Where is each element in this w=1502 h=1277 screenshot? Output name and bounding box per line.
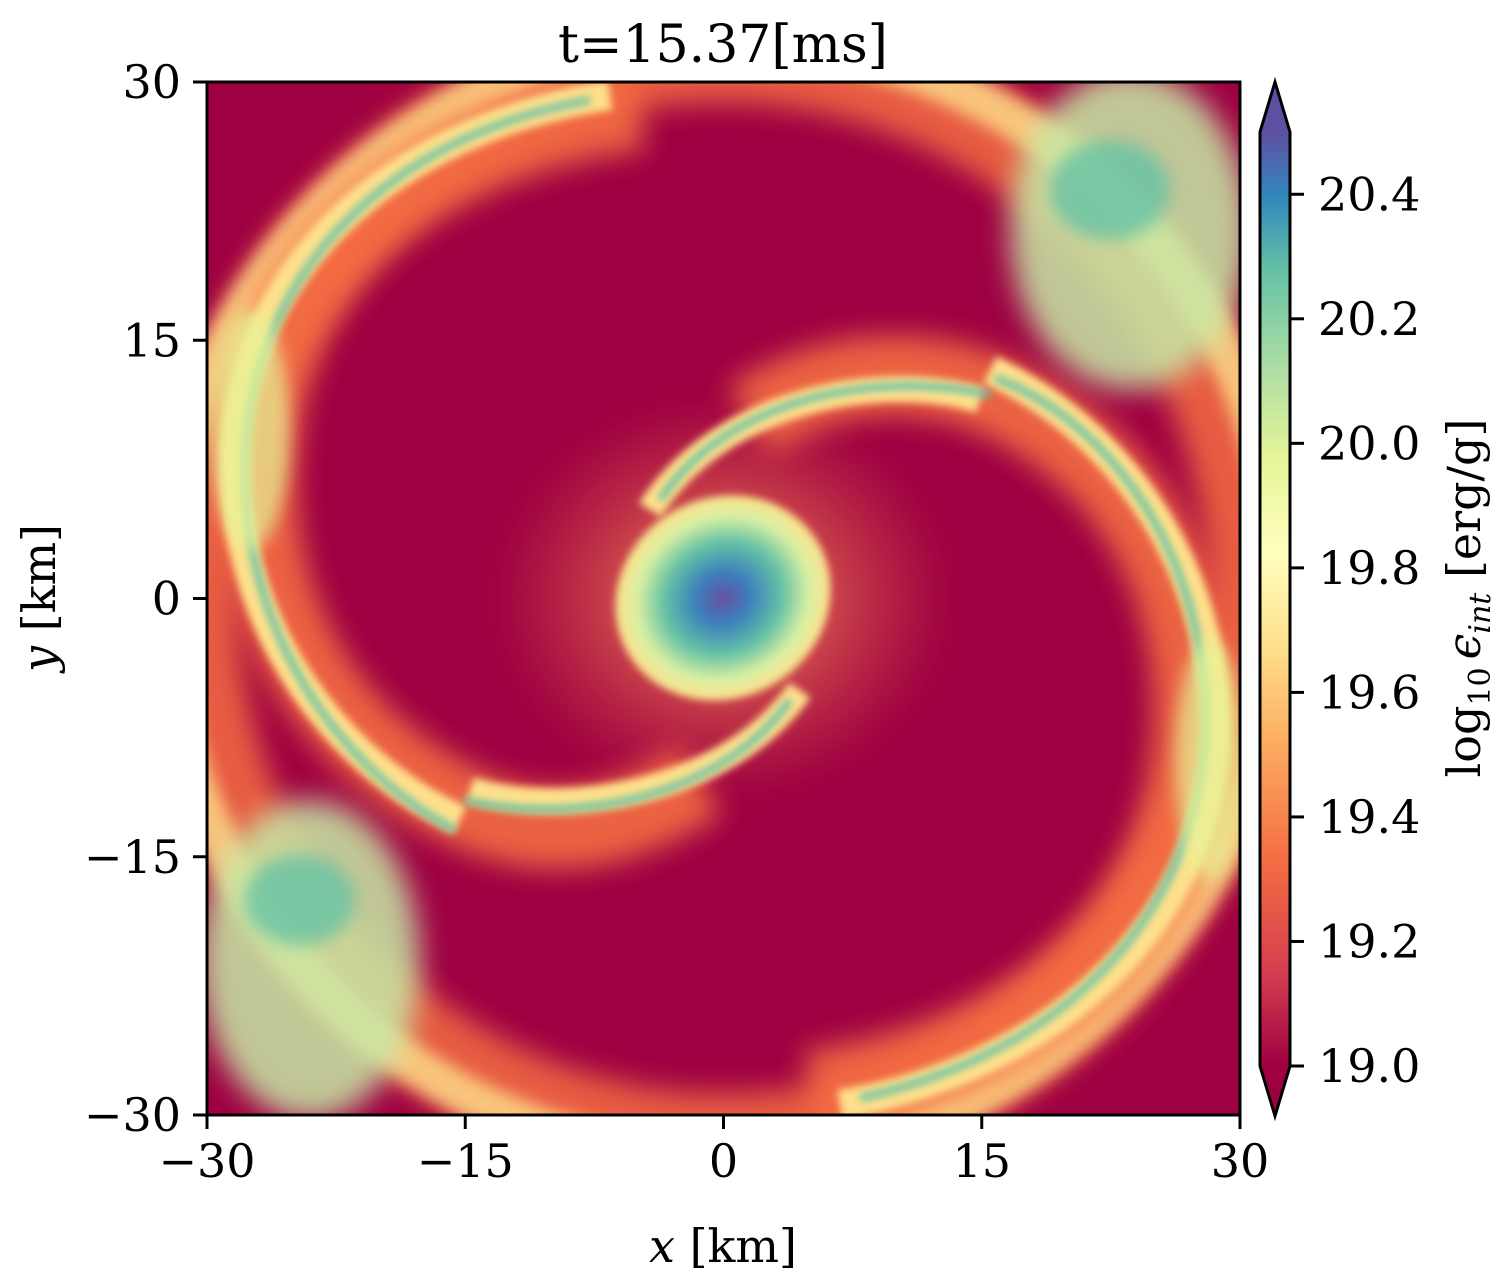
colorbar-tick-label: 20.4	[1318, 167, 1420, 221]
x-axis-var: x	[649, 1219, 675, 1273]
colorbar-extend-bottom	[1260, 1066, 1290, 1116]
colorbar-ticks: 19.0 19.2 19.4 19.6 19.8 20.0 20.2 20.4	[1290, 167, 1420, 1093]
x-axis-ticks: −30 −15 0 15 30	[158, 1115, 1269, 1188]
y-axis-ticks: −30 −15 0 15 30	[84, 55, 207, 1142]
x-axis-label: x [km]	[649, 1219, 797, 1273]
x-tick-label: −30	[158, 1134, 255, 1188]
colorbar-label: log10ϵint [erg/g]	[1437, 419, 1498, 778]
heatmap-field	[207, 82, 1240, 1115]
colorbar-tick-label: 19.6	[1318, 665, 1420, 719]
y-tick-label: 0	[152, 572, 181, 626]
colorbar-tick-label: 20.0	[1318, 416, 1420, 470]
y-tick-label: −30	[84, 1088, 181, 1142]
x-tick-label: 30	[1211, 1134, 1270, 1188]
y-axis-var: y	[12, 645, 66, 674]
x-axis-unit: [km]	[675, 1219, 797, 1273]
colorbar-gradient	[1260, 132, 1290, 1066]
y-tick-label: 15	[122, 313, 181, 367]
x-tick-label: 15	[952, 1134, 1011, 1188]
colorbar-extend-top	[1260, 82, 1290, 132]
x-tick-label: 0	[709, 1134, 738, 1188]
y-axis-unit: [km]	[12, 524, 66, 646]
colorbar-outline	[1258, 76, 1292, 1122]
y-tick-label: 30	[122, 55, 181, 109]
colorbar: 19.0 19.2 19.4 19.6 19.8 20.0 20.2 20.4 log10ϵi…	[1258, 76, 1498, 1122]
colorbar-tick-label: 20.2	[1318, 292, 1420, 346]
colorbar-tick-label: 19.8	[1318, 541, 1420, 595]
colorbar-tick-label: 19.0	[1318, 1039, 1420, 1093]
chart-title: t=15.37[ms]	[558, 15, 888, 75]
y-tick-label: −15	[84, 830, 181, 884]
x-tick-label: −15	[417, 1134, 514, 1188]
colorbar-tick-label: 19.4	[1318, 790, 1420, 844]
y-axis-label: y [km]	[12, 524, 66, 674]
colorbar-tick-label: 19.2	[1318, 914, 1420, 968]
